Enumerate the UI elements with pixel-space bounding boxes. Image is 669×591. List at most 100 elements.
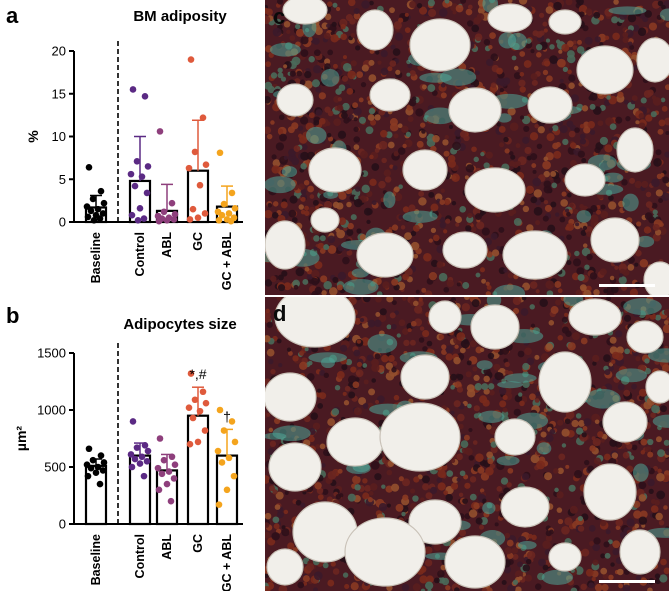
cell bbox=[664, 84, 669, 91]
cell bbox=[302, 575, 310, 583]
cell bbox=[455, 222, 460, 227]
cell bbox=[427, 0, 435, 7]
cell bbox=[564, 312, 569, 317]
cell bbox=[608, 201, 617, 210]
cell bbox=[300, 49, 309, 57]
data-point bbox=[85, 445, 93, 453]
cell bbox=[660, 97, 666, 103]
cell bbox=[338, 217, 347, 226]
cell bbox=[312, 422, 321, 430]
cell bbox=[530, 153, 538, 161]
cell bbox=[327, 235, 336, 244]
cell bbox=[545, 6, 554, 14]
cell bbox=[402, 143, 407, 149]
cell bbox=[452, 476, 459, 484]
cell bbox=[496, 372, 504, 380]
cell bbox=[301, 144, 308, 151]
cell bbox=[530, 196, 538, 204]
cell bbox=[298, 204, 304, 210]
cell bbox=[533, 189, 543, 198]
cell bbox=[540, 431, 547, 438]
cell bbox=[664, 320, 669, 325]
cell bbox=[319, 248, 326, 254]
stain-patch bbox=[281, 166, 298, 178]
cell bbox=[577, 150, 585, 158]
cell bbox=[588, 582, 595, 589]
cell bbox=[482, 498, 487, 503]
cell bbox=[443, 150, 450, 157]
cell bbox=[469, 340, 477, 348]
cell bbox=[627, 13, 637, 23]
cell bbox=[463, 474, 469, 480]
cell bbox=[574, 470, 583, 479]
cell bbox=[266, 133, 273, 140]
cell bbox=[529, 132, 539, 141]
cell bbox=[600, 210, 609, 219]
cell bbox=[393, 133, 399, 139]
cell bbox=[567, 69, 572, 75]
cell bbox=[507, 467, 514, 474]
cell bbox=[572, 208, 579, 215]
data-point bbox=[136, 205, 144, 212]
cell bbox=[289, 195, 298, 204]
cell bbox=[471, 24, 480, 33]
data-point bbox=[158, 470, 166, 478]
cell bbox=[266, 321, 273, 328]
cell bbox=[504, 532, 511, 539]
cell bbox=[531, 79, 538, 86]
cell bbox=[265, 279, 273, 287]
cell bbox=[609, 123, 617, 131]
cell bbox=[342, 256, 350, 265]
cell bbox=[361, 0, 370, 9]
cell bbox=[425, 492, 433, 500]
cell bbox=[462, 498, 468, 504]
cell bbox=[437, 570, 445, 578]
cell bbox=[656, 490, 666, 500]
cell bbox=[441, 577, 450, 586]
data-point bbox=[96, 480, 104, 488]
data-point bbox=[225, 454, 233, 462]
y-tick-label: 1000 bbox=[37, 403, 66, 418]
cell bbox=[443, 490, 449, 496]
cell bbox=[545, 343, 553, 351]
cell bbox=[409, 488, 416, 494]
cell bbox=[334, 385, 341, 391]
cell bbox=[611, 16, 619, 24]
cell bbox=[535, 220, 541, 226]
cell bbox=[498, 227, 505, 233]
cell bbox=[300, 36, 309, 45]
cell bbox=[567, 192, 572, 198]
cell bbox=[323, 244, 330, 251]
cell bbox=[606, 297, 612, 302]
cell bbox=[409, 70, 416, 77]
cell bbox=[624, 99, 629, 105]
cell bbox=[327, 110, 334, 117]
cell bbox=[530, 323, 536, 328]
cell bbox=[303, 581, 308, 586]
cell bbox=[299, 116, 309, 125]
cell bbox=[518, 0, 528, 5]
cell bbox=[561, 525, 570, 535]
cell bbox=[663, 308, 669, 316]
cell bbox=[354, 484, 361, 491]
cell bbox=[431, 90, 438, 96]
cell bbox=[353, 144, 360, 150]
chart-b-title: Adipocytes size bbox=[123, 316, 237, 333]
adipocyte bbox=[502, 230, 568, 280]
cell bbox=[479, 524, 485, 530]
cell bbox=[498, 142, 505, 148]
cell bbox=[478, 502, 484, 507]
cell bbox=[443, 287, 450, 293]
cell bbox=[288, 148, 296, 157]
cell bbox=[658, 198, 664, 204]
cell bbox=[579, 133, 586, 140]
adipocyte bbox=[538, 351, 592, 413]
adipocyte bbox=[619, 529, 661, 575]
cell bbox=[265, 8, 273, 16]
cell bbox=[655, 314, 662, 321]
cell bbox=[655, 436, 662, 443]
data-point bbox=[131, 182, 139, 190]
cell bbox=[609, 336, 617, 344]
cell bbox=[323, 32, 331, 40]
panel-letter-b: b bbox=[6, 303, 20, 328]
